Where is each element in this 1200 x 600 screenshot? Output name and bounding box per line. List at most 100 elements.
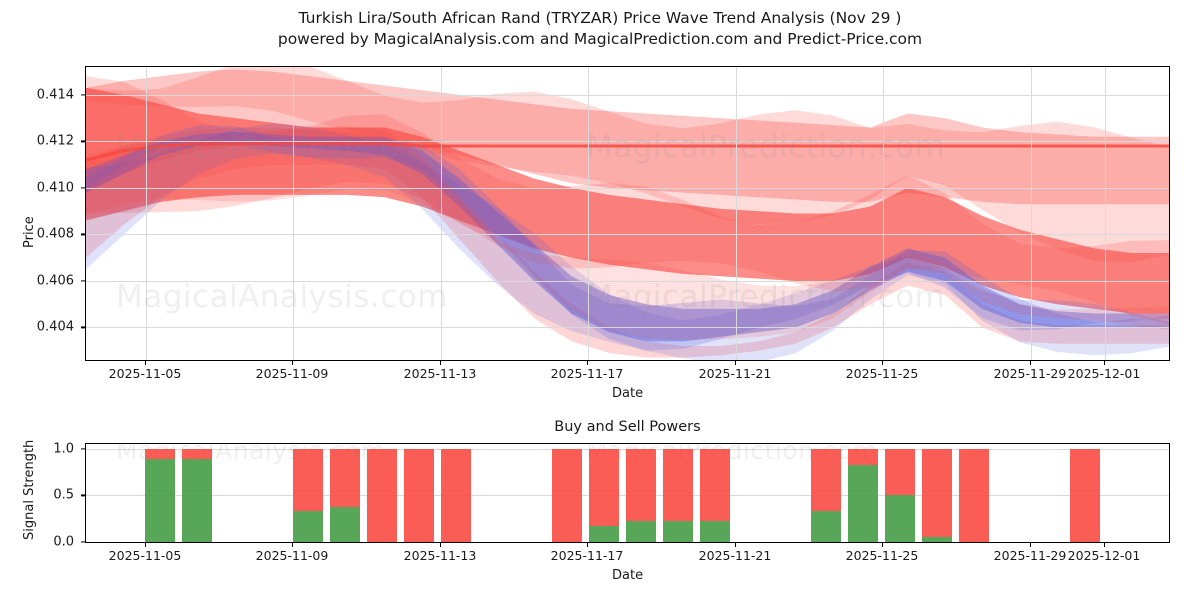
sell-power-segment	[1070, 448, 1100, 542]
band-upper-outer	[86, 69, 1169, 205]
price-gridline-v-1	[293, 67, 294, 360]
figure-title-line1: Turkish Lira/South African Rand (TRYZAR)…	[298, 9, 902, 27]
price-wave-bands	[86, 67, 1169, 360]
power-bar[interactable]	[589, 448, 619, 542]
figure-title-line2: powered by MagicalAnalysis.com and Magic…	[277, 30, 923, 48]
price-xtick-mark-0	[145, 361, 147, 365]
price-gridline-v-4	[736, 67, 737, 360]
price-gridline-v-0	[146, 67, 147, 360]
price-xtick-mark-5	[882, 361, 884, 365]
price-ytick-mark-4	[81, 140, 85, 142]
price-xtick-label-5: 2025-11-25	[845, 366, 919, 381]
powers-xtick-label-1: 2025-11-09	[255, 548, 329, 563]
power-bar[interactable]	[441, 448, 471, 542]
powers-xtick-label-5: 2025-11-25	[845, 548, 919, 563]
sell-power-segment	[330, 448, 360, 507]
buy-power-segment	[589, 526, 619, 542]
powers-plot-area: MagicalAnalysis.com MagicalPrediction.co…	[85, 443, 1170, 543]
powers-xtick-mark-6	[1030, 543, 1032, 547]
price-gridline-v-5	[883, 67, 884, 360]
power-bar[interactable]	[885, 448, 915, 542]
buy-power-segment	[700, 521, 730, 542]
powers-ytick-label-2: 1.0	[53, 441, 74, 457]
buy-power-segment	[885, 495, 915, 542]
band-blue	[86, 132, 1169, 342]
sell-power-segment	[552, 448, 582, 542]
sell-power-segment	[367, 448, 397, 542]
price-ytick-mark-5	[81, 94, 85, 96]
band-overlay-0	[86, 67, 1169, 263]
power-bar[interactable]	[404, 448, 434, 542]
price-gridline-h-5	[86, 94, 1169, 96]
buy-power-segment	[293, 511, 323, 542]
sell-power-segment	[885, 448, 915, 496]
price-xtick-mark-7	[1104, 361, 1106, 365]
price-ytick-label-2: 0.408	[36, 226, 74, 242]
powers-xtick-mark-1	[292, 543, 294, 547]
price-ytick-mark-0	[81, 326, 85, 329]
buy-power-segment	[848, 464, 878, 542]
price-ytick-label-3: 0.410	[36, 180, 74, 196]
power-bar[interactable]	[145, 448, 175, 542]
sell-power-segment	[589, 448, 619, 527]
price-gridline-h-4	[86, 141, 1169, 143]
price-gridline-v-7	[1105, 67, 1106, 360]
powers-xtick-label-2: 2025-11-13	[403, 548, 477, 563]
power-bar[interactable]	[552, 448, 582, 542]
price-ytick-label-0: 0.404	[36, 319, 74, 335]
price-gridline-h-0	[86, 327, 1169, 329]
price-xtick-mark-3	[587, 361, 589, 365]
sell-power-segment	[404, 448, 434, 542]
powers-xtick-label-7: 2025-12-01	[1067, 548, 1141, 563]
power-bar[interactable]	[182, 448, 212, 542]
powers-y-axis-label: Signal Strength	[22, 439, 37, 540]
powers-xtick-mark-7	[1104, 543, 1106, 547]
powers-xtick-mark-5	[882, 543, 884, 547]
price-gridline-v-3	[588, 67, 589, 360]
center-trend-line	[86, 142, 1169, 162]
sell-power-segment	[145, 448, 175, 459]
buy-power-segment	[922, 537, 952, 542]
sell-power-segment	[182, 448, 212, 459]
power-bar[interactable]	[293, 448, 323, 542]
price-ytick-label-4: 0.412	[36, 133, 74, 149]
power-bar[interactable]	[626, 448, 656, 542]
price-gridline-h-2	[86, 234, 1169, 236]
power-bar[interactable]	[663, 448, 693, 542]
price-xtick-label-3: 2025-11-17	[550, 366, 624, 381]
powers-x-axis-label: Date	[612, 568, 644, 583]
price-gridline-v-2	[441, 67, 442, 360]
power-bar[interactable]	[811, 448, 841, 542]
powers-xtick-mark-2	[440, 543, 442, 547]
price-ytick-mark-3	[81, 187, 85, 189]
price-ytick-label-1: 0.406	[36, 273, 74, 289]
power-bar[interactable]	[922, 448, 952, 542]
price-gridline-v-6	[1031, 67, 1032, 360]
sell-power-segment	[700, 448, 730, 522]
power-bar[interactable]	[959, 448, 989, 542]
band-overlay-1	[86, 76, 1169, 325]
powers-ytick-mark-2	[81, 448, 85, 450]
price-x-axis-label: Date	[612, 386, 644, 401]
price-xtick-mark-4	[735, 361, 737, 365]
power-bar[interactable]	[700, 448, 730, 542]
powers-xtick-mark-3	[587, 543, 589, 547]
power-bar[interactable]	[1070, 448, 1100, 542]
powers-xtick-mark-0	[145, 543, 147, 547]
band-overlay-4	[86, 126, 1169, 340]
power-bar[interactable]	[848, 448, 878, 542]
sell-power-segment	[293, 448, 323, 512]
powers-ytick-mark-1	[81, 494, 85, 496]
powers-ytick-label-0: 0.0	[53, 534, 74, 550]
sell-power-segment	[848, 448, 878, 465]
price-xtick-mark-2	[440, 361, 442, 365]
powers-xtick-label-3: 2025-11-17	[550, 548, 624, 563]
power-bar[interactable]	[367, 448, 397, 542]
power-bar[interactable]	[330, 448, 360, 542]
price-xtick-label-4: 2025-11-21	[698, 366, 772, 381]
price-ytick-mark-1	[81, 280, 85, 282]
price-y-axis-label: Price	[22, 216, 37, 248]
powers-gridline-h-0	[86, 542, 1169, 543]
price-xtick-label-7: 2025-12-01	[1067, 366, 1141, 381]
